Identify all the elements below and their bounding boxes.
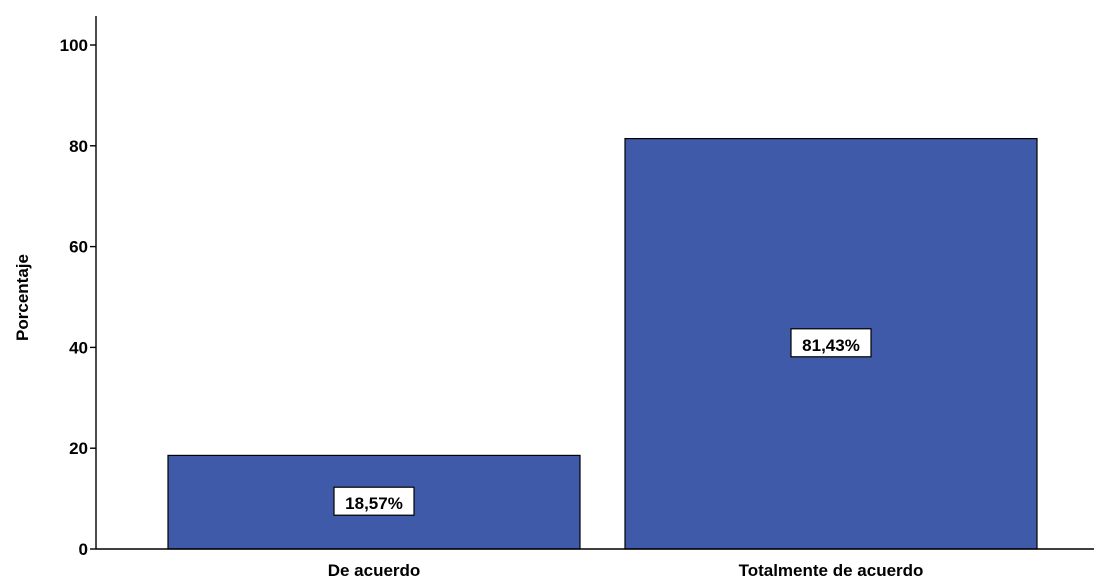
y-tick-label-2: 40: [69, 338, 88, 357]
y-tick-label-4: 80: [69, 137, 88, 156]
y-tick-label-3: 60: [69, 238, 88, 257]
data-label-0: 18,57%: [345, 494, 403, 513]
data-label-1: 81,43%: [802, 336, 860, 355]
y-tick-label-1: 20: [69, 439, 88, 458]
labels-layer: 18,57% De acuerdo 81,43% Totalmente de acue…: [328, 328, 924, 580]
data-label-box-0: [333, 486, 415, 516]
axes-layer: 0 20 40 60 80 100: [60, 16, 1094, 559]
y-tick-label-0: 0: [79, 540, 88, 559]
data-label-group-0: 18,57%: [333, 486, 415, 516]
data-label-box-1: [790, 328, 872, 358]
y-axis-title-group: Porcentaje: [13, 254, 32, 341]
data-label-group-1: 81,43%: [790, 328, 872, 358]
y-tick-label-5: 100: [60, 36, 88, 55]
x-tick-label-0: De acuerdo: [328, 561, 421, 580]
bars-layer: [167, 137, 1038, 550]
x-tick-label-1: Totalmente de acuerdo: [739, 561, 924, 580]
y-axis-title: Porcentaje: [13, 254, 32, 341]
